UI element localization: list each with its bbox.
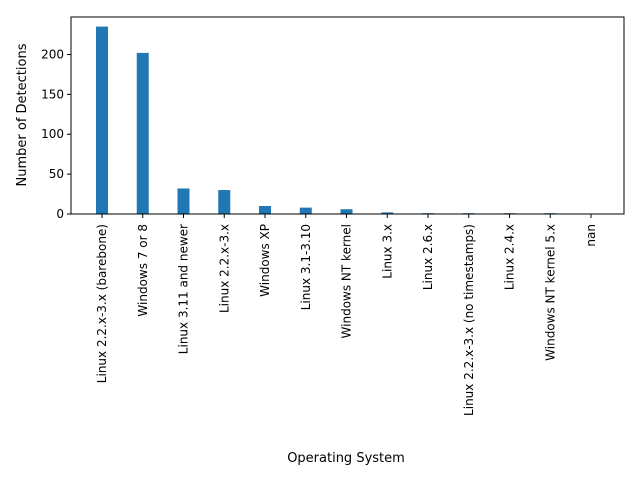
y-tick-label: 200 xyxy=(41,47,64,61)
x-tick-label: Linux 3.x xyxy=(380,224,394,279)
bars-layer xyxy=(96,26,557,214)
x-tick-label: Windows NT kernel 5.x xyxy=(543,224,557,361)
y-tick-label: 0 xyxy=(56,207,64,221)
bar xyxy=(340,209,353,214)
bar xyxy=(136,52,149,214)
x-tick-label: Linux 2.2.x-3.x (no timestamps) xyxy=(462,224,476,416)
x-tick-label: Windows XP xyxy=(258,224,272,297)
x-axis-label: Operating System xyxy=(287,451,405,466)
x-tick-label: Linux 2.2.x-3.x xyxy=(217,224,231,313)
y-axis-label: Number of Detections xyxy=(15,43,30,186)
x-tick-label: Linux 3.11 and newer xyxy=(177,224,191,354)
axes-frame xyxy=(70,16,625,215)
x-tick-label: Linux 2.2.x-3.x (barebone) xyxy=(95,224,109,383)
y-tick-label: 100 xyxy=(41,127,64,141)
y-tick-label: 50 xyxy=(49,167,64,181)
bar xyxy=(218,190,231,214)
x-tick-label: Windows 7 or 8 xyxy=(136,224,150,317)
bar xyxy=(259,206,271,214)
bar xyxy=(96,26,108,214)
bar xyxy=(299,207,312,214)
bar xyxy=(381,212,394,214)
x-tick-label: nan xyxy=(584,224,598,247)
x-tick-label: Linux 2.4.x xyxy=(503,224,517,290)
axes-layer: 0 50 100 150 200 Linux 2.2.x-3.x (barebone) Wi… xyxy=(41,16,625,416)
bar xyxy=(177,188,190,214)
x-tick-label: Linux 3.1-3.10 xyxy=(299,224,313,310)
x-tick-label: Linux 2.6.x xyxy=(421,224,435,290)
x-tick-label: Windows NT kernel xyxy=(340,224,354,338)
y-tick-label: 150 xyxy=(41,87,64,101)
